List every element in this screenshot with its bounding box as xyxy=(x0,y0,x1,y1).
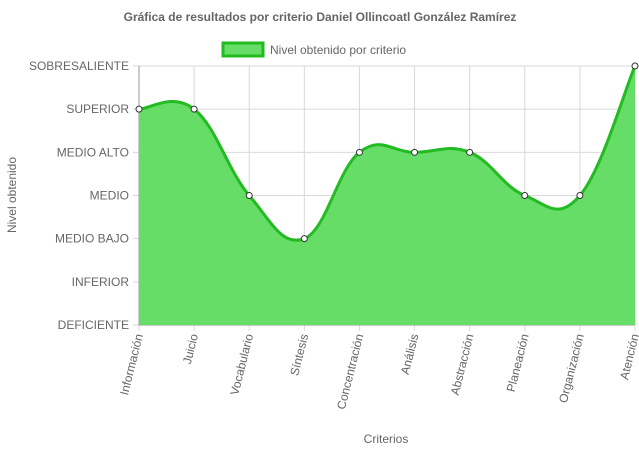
x-tick-label: Juicio xyxy=(180,332,201,365)
y-tick-label: SUPERIOR xyxy=(66,102,129,116)
legend[interactable]: Nivel obtenido por criterio xyxy=(221,41,406,58)
series-area xyxy=(138,65,637,325)
series-line xyxy=(138,65,637,242)
y-tick-label: INFERIOR xyxy=(72,275,130,289)
y-tick-label: MEDIO BAJO xyxy=(55,232,129,246)
x-tick-label: Atención xyxy=(617,332,639,381)
y-tick-labels: DEFICIENTE INFERIOR MEDIO BAJO MEDIO MEDIO A… xyxy=(29,59,129,332)
x-tick-label: Síntesis xyxy=(287,332,311,377)
x-tick-label: Análisis xyxy=(398,332,422,376)
y-tick-label: DEFICIENTE xyxy=(58,318,129,332)
data-point-3[interactable] xyxy=(300,235,308,243)
legend-swatch xyxy=(221,41,265,58)
data-point-7[interactable] xyxy=(521,192,529,199)
data-point-2[interactable] xyxy=(245,192,253,199)
y-axis-title: Nivel obtenido xyxy=(5,157,19,233)
y-tick-label: MEDIO ALTO xyxy=(57,145,129,159)
x-tick-labels: Información Juicio Vocabulario Síntesis Conc… xyxy=(117,332,639,411)
chart-title: Gráfica de resultados por criterio Danie… xyxy=(124,10,517,24)
x-tick-label: Concentración xyxy=(334,332,366,410)
legend-label: Nivel obtenido por criterio xyxy=(270,43,406,57)
data-point-8[interactable] xyxy=(576,192,584,199)
data-point-6[interactable] xyxy=(466,148,474,156)
data-point-9[interactable] xyxy=(631,62,639,70)
x-tick-label: Planeación xyxy=(504,332,532,393)
area-fill xyxy=(139,66,635,325)
x-tick-label: Vocabulario xyxy=(227,332,256,397)
x-tick-label: Información xyxy=(117,332,146,396)
x-tick-label: Organización xyxy=(556,332,587,404)
y-tick-label: MEDIO xyxy=(90,189,129,203)
data-point-5[interactable] xyxy=(411,148,419,156)
data-point-1[interactable] xyxy=(190,105,198,113)
x-tick-label: Abstracción xyxy=(448,332,477,396)
data-point-4[interactable] xyxy=(355,148,363,156)
data-points xyxy=(135,62,639,243)
data-point-0[interactable] xyxy=(135,105,143,113)
y-tick-label: SOBRESALIENTE xyxy=(29,59,129,73)
x-axis-title: Criterios xyxy=(364,432,409,446)
